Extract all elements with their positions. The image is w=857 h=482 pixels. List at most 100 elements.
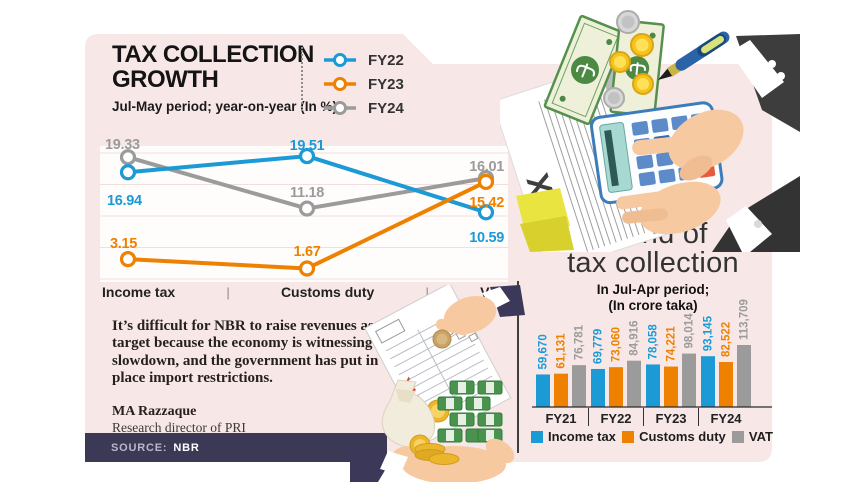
value-label: 1.67 (293, 244, 320, 260)
line-marker-icon (324, 53, 356, 67)
bar-value-label: 73,060 (611, 327, 623, 362)
data-point (298, 200, 316, 217)
tax-calculation-illustration: TAX (500, 10, 800, 252)
tax-collection-bar-chart: 59,670 61,131 76,781 FY21 69,779 73,060 84,916… (532, 299, 772, 426)
tax-payment-illustration: TAX (350, 285, 525, 482)
bar (572, 365, 586, 407)
trend-section-header: Trend of tax collection In Jul-Apr perio… (533, 220, 773, 314)
quote-text: It’s difficult for NBR to raise revenues… (112, 318, 399, 386)
bar-value-label: 76,781 (574, 324, 586, 360)
category-label-customs-duty: Customs duty (280, 284, 375, 300)
value-label: 3.15 (110, 236, 137, 252)
bar (646, 364, 660, 407)
category-tick: | (425, 284, 429, 300)
coin-dropping-hand (432, 285, 525, 349)
legend-item-customs-duty: Customs duty (622, 429, 726, 444)
legend-label: FY24 (368, 99, 404, 117)
legend-label: FY22 (368, 51, 404, 69)
value-label: 11.18 (290, 185, 324, 201)
page-subtitle: Jul-May period; year-on-year (In %) (112, 99, 338, 114)
legend-item-fy24: FY24 (323, 99, 404, 117)
page-title: TAX COLLECTION GROWTH (112, 42, 314, 93)
legend-item-income-tax: Income tax (531, 429, 616, 444)
value-label: 16.01 (469, 159, 504, 175)
quote-author-title: Research director of PRI (112, 420, 246, 435)
quote-attribution: MA Razzaque Research director of PRI (112, 404, 246, 436)
value-label: 19.33 (105, 137, 140, 153)
source-value: NBR (173, 441, 200, 454)
bar-value-label: 78,058 (648, 324, 660, 360)
data-point (119, 149, 137, 166)
legend-label: Income tax (548, 429, 616, 444)
coin-icons (603, 10, 654, 109)
dotted-divider (301, 47, 303, 111)
bar (536, 374, 550, 407)
data-point (119, 164, 137, 181)
bar-value-label: 98,014 (684, 313, 696, 349)
coin-stack (409, 434, 460, 465)
legend-label: VAT (748, 429, 773, 444)
legend-item-vat: VAT (731, 429, 773, 444)
value-label: 10.59 (469, 230, 504, 246)
receiving-hand-thumb (350, 438, 515, 482)
value-label: 19.51 (290, 138, 325, 154)
tax-growth-line-chart: 19.33 11.18 16.01 16.94 19.51 10.59 3.15 1.67 15… (100, 137, 508, 282)
trend-subtitle-line2: (In crore taka) (608, 297, 698, 313)
section-divider (517, 281, 519, 453)
source-bar: SOURCE: NBR (85, 433, 387, 462)
data-point (119, 251, 137, 268)
page-title-line1: TAX COLLECTION (112, 41, 314, 68)
holding-hand (616, 176, 800, 252)
bar-value-label: 84,916 (629, 321, 641, 356)
bar-axis-label: FY22 (600, 411, 631, 426)
banknote-icon (543, 14, 627, 126)
source-label: SOURCE: (111, 441, 168, 454)
legend-swatch-icon (531, 430, 543, 443)
legend-label: FY23 (368, 75, 404, 93)
page-title-line2: GROWTH (112, 66, 219, 94)
legend-swatch-icon (731, 430, 744, 443)
data-point (477, 173, 495, 190)
legend-item-fy23: FY23 (323, 75, 404, 93)
category-label-income-tax: Income tax (102, 284, 176, 300)
bar (591, 368, 605, 407)
quote-author: MA Razzaque (112, 404, 197, 419)
pointing-hand (632, 34, 800, 181)
line-chart-legend: FY22 FY23 FY24 (323, 52, 404, 124)
bar-value-label: 74,221 (666, 326, 678, 362)
line-marker-icon (324, 101, 356, 115)
bar (664, 366, 678, 407)
bar (609, 367, 623, 407)
bar-value-label: 82,522 (721, 322, 733, 357)
bar-value-label: 93,145 (703, 315, 715, 351)
value-label: 16.94 (107, 193, 142, 209)
legend-label: Customs duty (639, 429, 726, 444)
sleeve (350, 443, 394, 482)
money-bundles (437, 380, 503, 443)
bar-value-label: 69,779 (593, 329, 605, 364)
bar (627, 360, 641, 407)
bar-axis-label: FY23 (655, 411, 686, 426)
bar-value-label: 59,670 (538, 334, 550, 369)
bar-value-label: 113,709 (739, 299, 751, 340)
bar (554, 373, 568, 407)
legend-swatch-icon (622, 430, 635, 443)
category-tick: | (226, 284, 230, 300)
bar (682, 353, 696, 407)
data-point (298, 147, 316, 165)
legend-item-fy22: FY22 (323, 51, 404, 69)
bar-chart-legend: Income tax Customs duty VAT (531, 429, 773, 444)
data-point (477, 204, 495, 221)
value-label: 15.42 (469, 195, 504, 211)
bar-axis-label: FY24 (710, 411, 742, 426)
bar-value-label: 61,131 (556, 333, 568, 369)
bar-axis-label: FY21 (545, 411, 576, 426)
sticky-notes (516, 188, 574, 252)
bar (719, 362, 733, 407)
pen-icon (658, 31, 730, 80)
trend-subtitle-line1: In Jul-Apr period; (596, 282, 710, 297)
trend-title-line2: tax collection (567, 247, 739, 279)
line-marker-icon (324, 77, 356, 91)
data-point (298, 260, 316, 277)
